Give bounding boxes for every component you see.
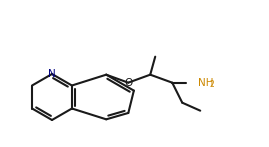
Text: O: O [124, 78, 132, 88]
Text: N: N [48, 69, 56, 79]
Text: NH: NH [198, 78, 214, 88]
Text: 2: 2 [209, 80, 214, 89]
